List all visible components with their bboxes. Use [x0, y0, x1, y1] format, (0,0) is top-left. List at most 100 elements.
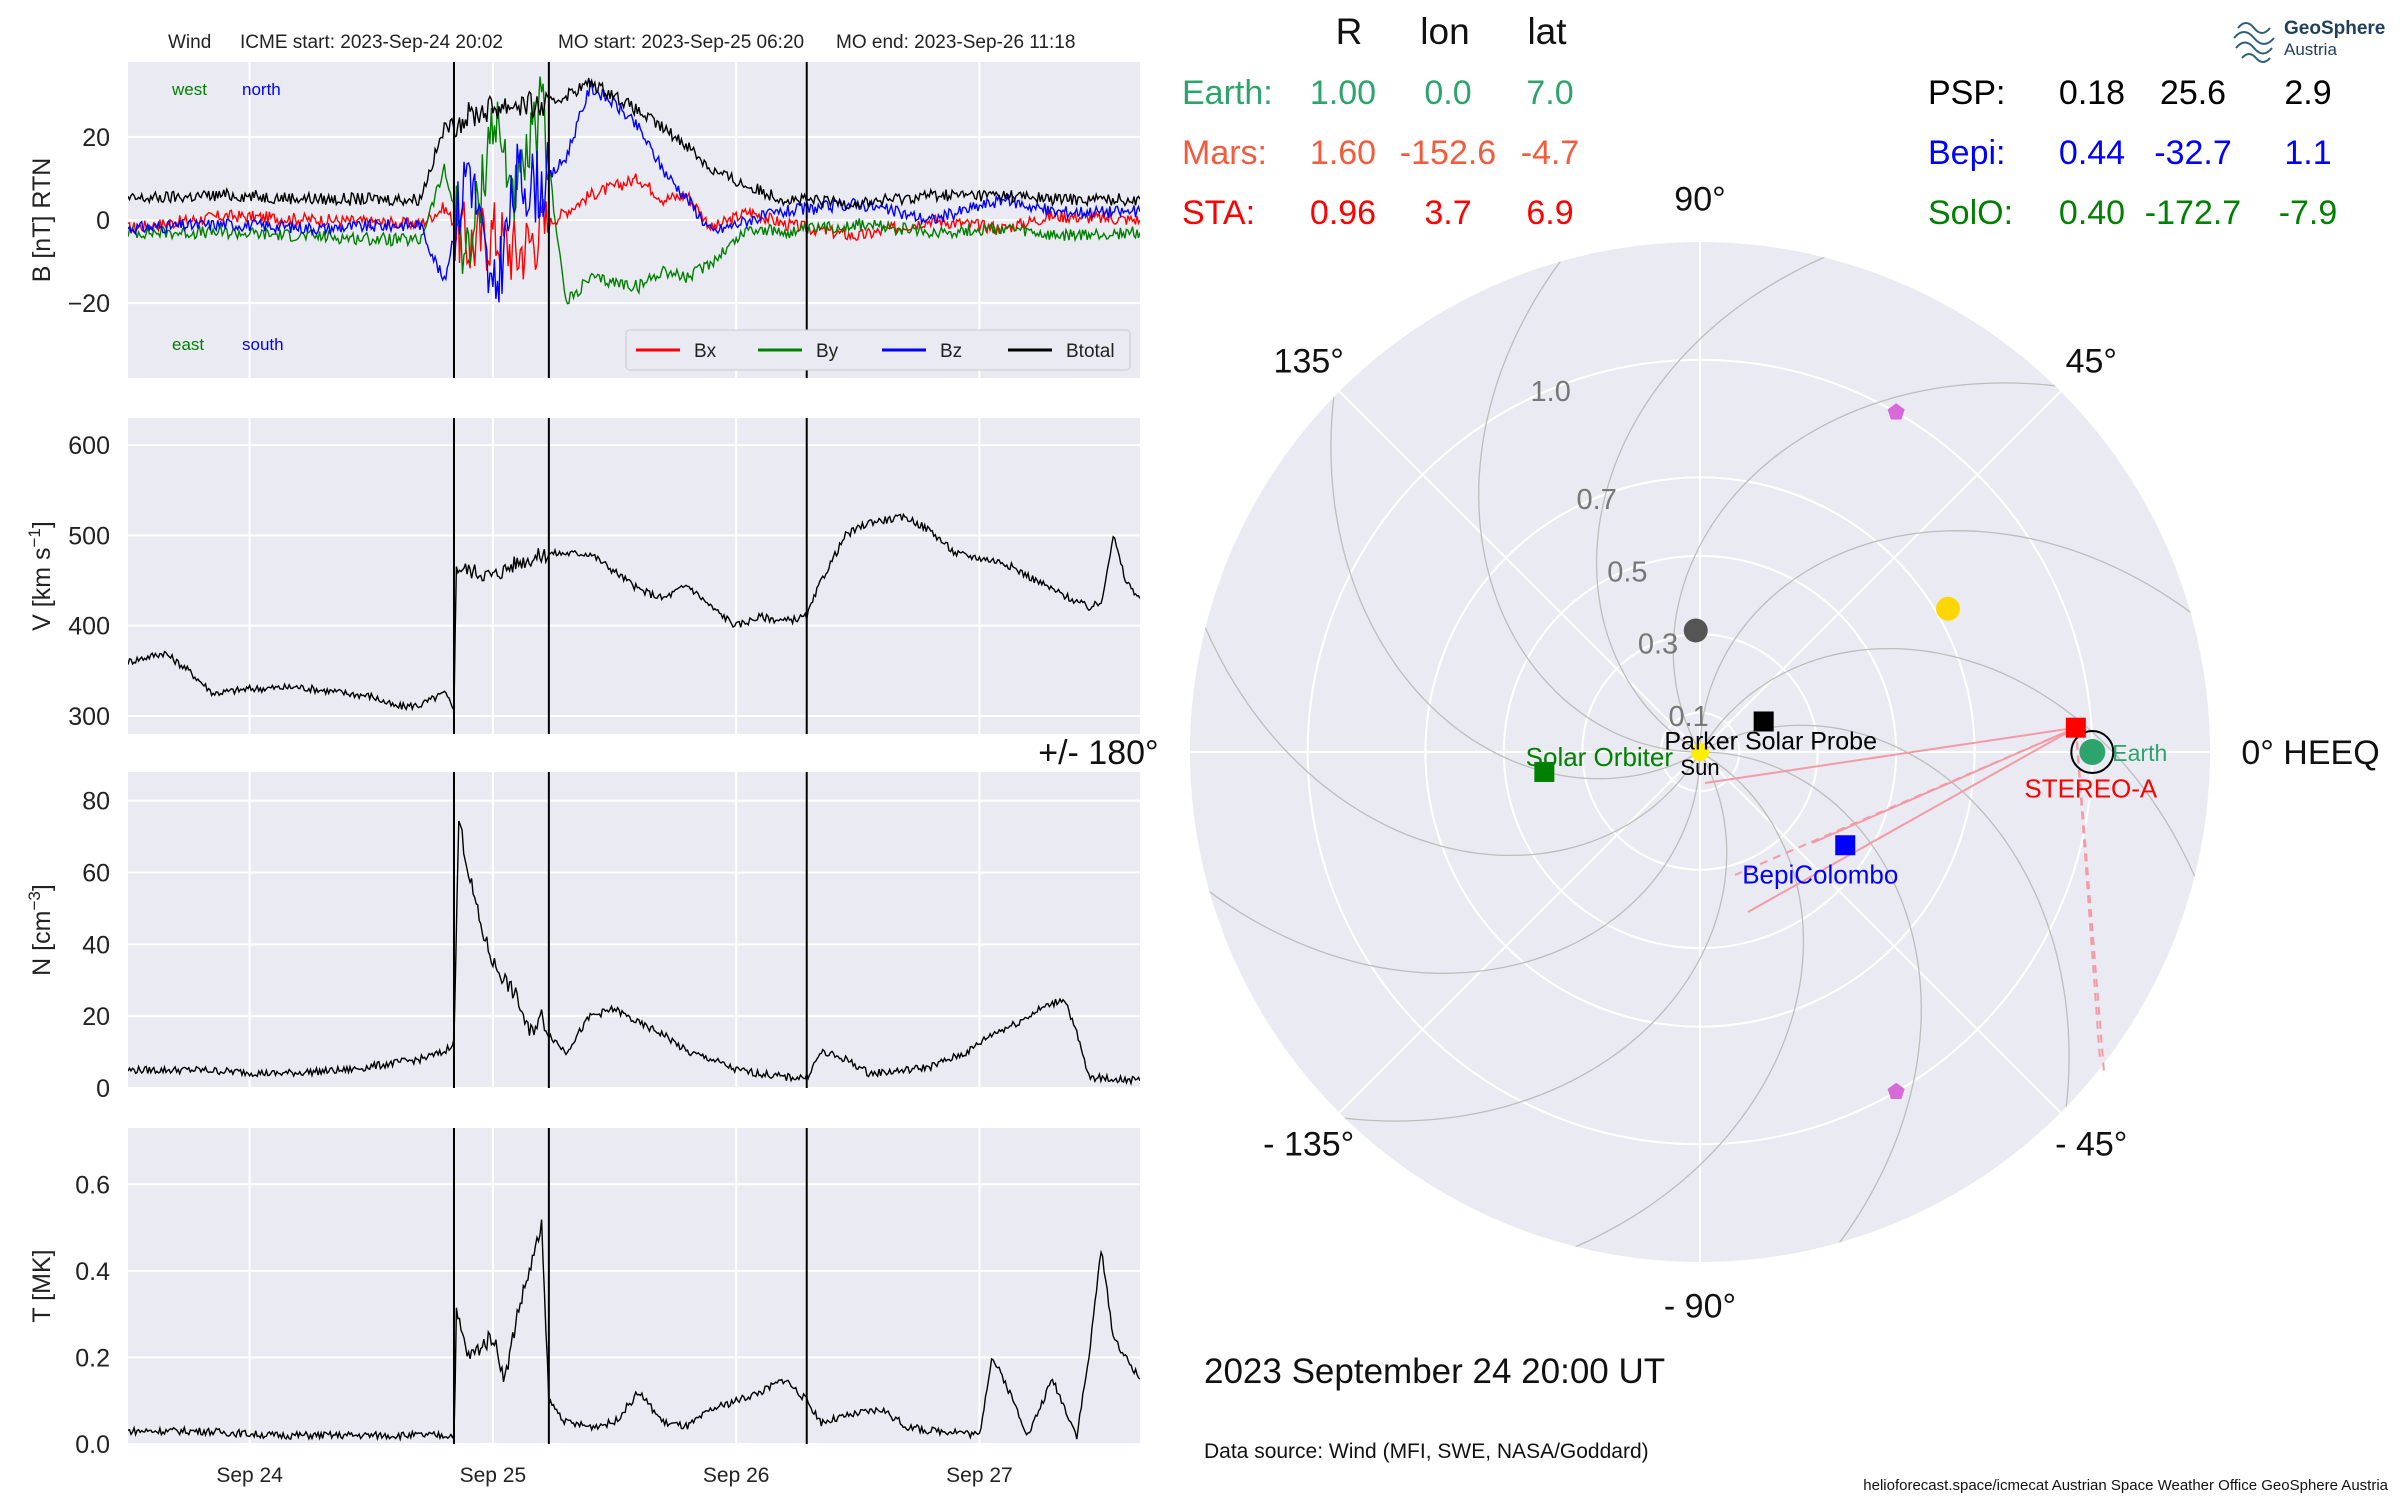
header: Wind ICME start: 2023-Sep-24 20:02 MO st…	[168, 32, 1075, 53]
y-tick-label: 60	[82, 860, 110, 888]
angular-spoke	[1338, 390, 1701, 753]
data-source: Data source: Wind (MFI, SWE, NASA/Goddar…	[1204, 1440, 1649, 1463]
table-row: Earth: 1.00 0.0 7.0	[1182, 74, 1574, 112]
angle-label: +/- 180°	[1038, 734, 1158, 772]
spiral-line	[1699, 530, 2210, 753]
solo-marker	[1534, 761, 1555, 782]
l4-marker	[1887, 403, 1905, 420]
table-row: SolO: 0.40 -172.7 -7.9	[1928, 194, 2337, 232]
angle-label: - 45°	[2055, 1125, 2127, 1163]
spiral-line	[1293, 751, 1728, 1122]
y-tick-label: 20	[82, 124, 110, 152]
y-tick-label: 400	[68, 613, 110, 641]
series-line-bx	[128, 173, 1140, 280]
row-r: 0.40	[2059, 194, 2125, 232]
spiral-line	[1478, 242, 1701, 753]
earth-highlight-ring	[2070, 730, 2115, 774]
radial-tick-label: 1.0	[1531, 376, 1571, 408]
y-tick-label: 600	[68, 432, 110, 460]
table-header: R	[1336, 11, 1363, 52]
spiral-line	[1672, 382, 2107, 753]
panel-mag: −20 0 20 B [nT] RTN west north east south Bx By Bz…	[28, 62, 1140, 378]
solo-label: Solar Orbiter	[1526, 742, 1674, 772]
spiral-line	[1595, 242, 1874, 753]
angle-label: 45°	[2066, 343, 2117, 381]
row-name: STA:	[1182, 194, 1255, 232]
angle-label: 135°	[1274, 343, 1344, 381]
series-line-density	[128, 820, 1140, 1087]
sta-label: STEREO-A	[2024, 774, 2158, 804]
row-lon: 25.6	[2160, 74, 2226, 112]
y-tick-label: 0.4	[75, 1258, 110, 1286]
spiral-line	[1699, 751, 1922, 1262]
angle-label: - 135°	[1263, 1125, 1354, 1163]
spacecraft-name: Wind	[168, 32, 211, 53]
panel-density: 0 20 40 60 80 N [cm−3]	[25, 772, 1140, 1103]
y-tick-label: 0	[96, 207, 110, 235]
bepi-label: BepiColombo	[1742, 859, 1898, 889]
angular-spoke	[1338, 751, 1701, 1114]
y-tick-label: 500	[68, 522, 110, 550]
row-lon: 3.7	[1424, 194, 1471, 232]
angle-label: 90°	[1674, 181, 1725, 219]
parker-spirals	[1190, 242, 2210, 1262]
y-tick-label: 0.0	[75, 1431, 110, 1459]
row-lon: -32.7	[2154, 134, 2232, 172]
row-r: 0.44	[2059, 134, 2125, 172]
y-tick-label: 300	[68, 703, 110, 731]
bepi-marker	[1835, 835, 1856, 856]
y-tick-label: 40	[82, 931, 110, 959]
y-axis-label: T [MK]	[28, 1249, 56, 1322]
x-tick-label: Sep 26	[703, 1464, 770, 1487]
x-tick-label: Sep 25	[460, 1464, 527, 1487]
direction-annotation: south	[242, 335, 284, 354]
series-line-temperature	[128, 1219, 1140, 1442]
direction-annotation: west	[171, 80, 207, 99]
row-lat: 6.9	[1526, 194, 1573, 232]
spiral-line	[1699, 647, 2210, 926]
x-tick-label: Sep 24	[216, 1464, 283, 1487]
y-axis-label: N [cm−3]	[25, 884, 56, 976]
panel-speed: 300 400 500 600 V [km s−1]	[25, 418, 1140, 734]
polar-plot: 0.1 0.3 0.5 0.7 1.0 0° HEEQ 45° 90° 135° +/- 180°…	[1038, 181, 2379, 1326]
radial-tick-label: 0.3	[1638, 629, 1678, 661]
radial-tick-label: 0.1	[1669, 701, 1709, 733]
panel-temperature-background	[128, 1128, 1140, 1444]
psp-label: Parker Solar Probe	[1664, 727, 1877, 755]
spiral-line	[1699, 724, 2070, 1159]
series-line-btotal	[128, 77, 1140, 211]
connection-line	[1704, 726, 2076, 784]
row-lat: -7.9	[2279, 194, 2338, 232]
row-r: 1.60	[1310, 134, 1376, 172]
spiral-line	[1330, 345, 1701, 780]
table-row: PSP: 0.18 25.6 2.9	[1928, 74, 2332, 112]
connection-line	[2074, 727, 2105, 1073]
row-name: Earth:	[1182, 74, 1273, 112]
row-lon: -152.6	[1400, 134, 1496, 172]
direction-annotation: north	[242, 80, 281, 99]
y-tick-label: 0.2	[75, 1344, 110, 1372]
row-name: Bepi:	[1928, 134, 2006, 172]
y-tick-label: 20	[82, 1003, 110, 1031]
credit-line: helioforecast.space/icmecat Austrian Spa…	[1863, 1477, 2388, 1494]
row-lon: 0.0	[1424, 74, 1471, 112]
legend: Bx By Bz Btotal	[625, 329, 1131, 371]
spiral-line	[1190, 751, 1701, 974]
connection-line	[1811, 726, 2077, 844]
table-header: lat	[1527, 11, 1567, 52]
row-r: 0.96	[1310, 194, 1376, 232]
radial-tick-label: 0.7	[1577, 484, 1617, 516]
y-axis-label: B [nT] RTN	[28, 158, 56, 283]
mo-start: MO start: 2023-Sep-25 06:20	[558, 32, 804, 53]
radial-tick-label: 0.5	[1607, 556, 1647, 588]
x-tick-label: Sep 27	[946, 1464, 1013, 1487]
y-tick-label: 0	[96, 1075, 110, 1103]
row-lat: 7.0	[1526, 74, 1573, 112]
series-line-speed	[128, 512, 1140, 713]
sun-label: Sun	[1680, 755, 1719, 780]
l5-marker	[1887, 1082, 1905, 1099]
logo-name: GeoSphere	[2284, 18, 2385, 39]
spiral-line	[1190, 578, 1701, 857]
earth-marker	[2079, 739, 2106, 765]
